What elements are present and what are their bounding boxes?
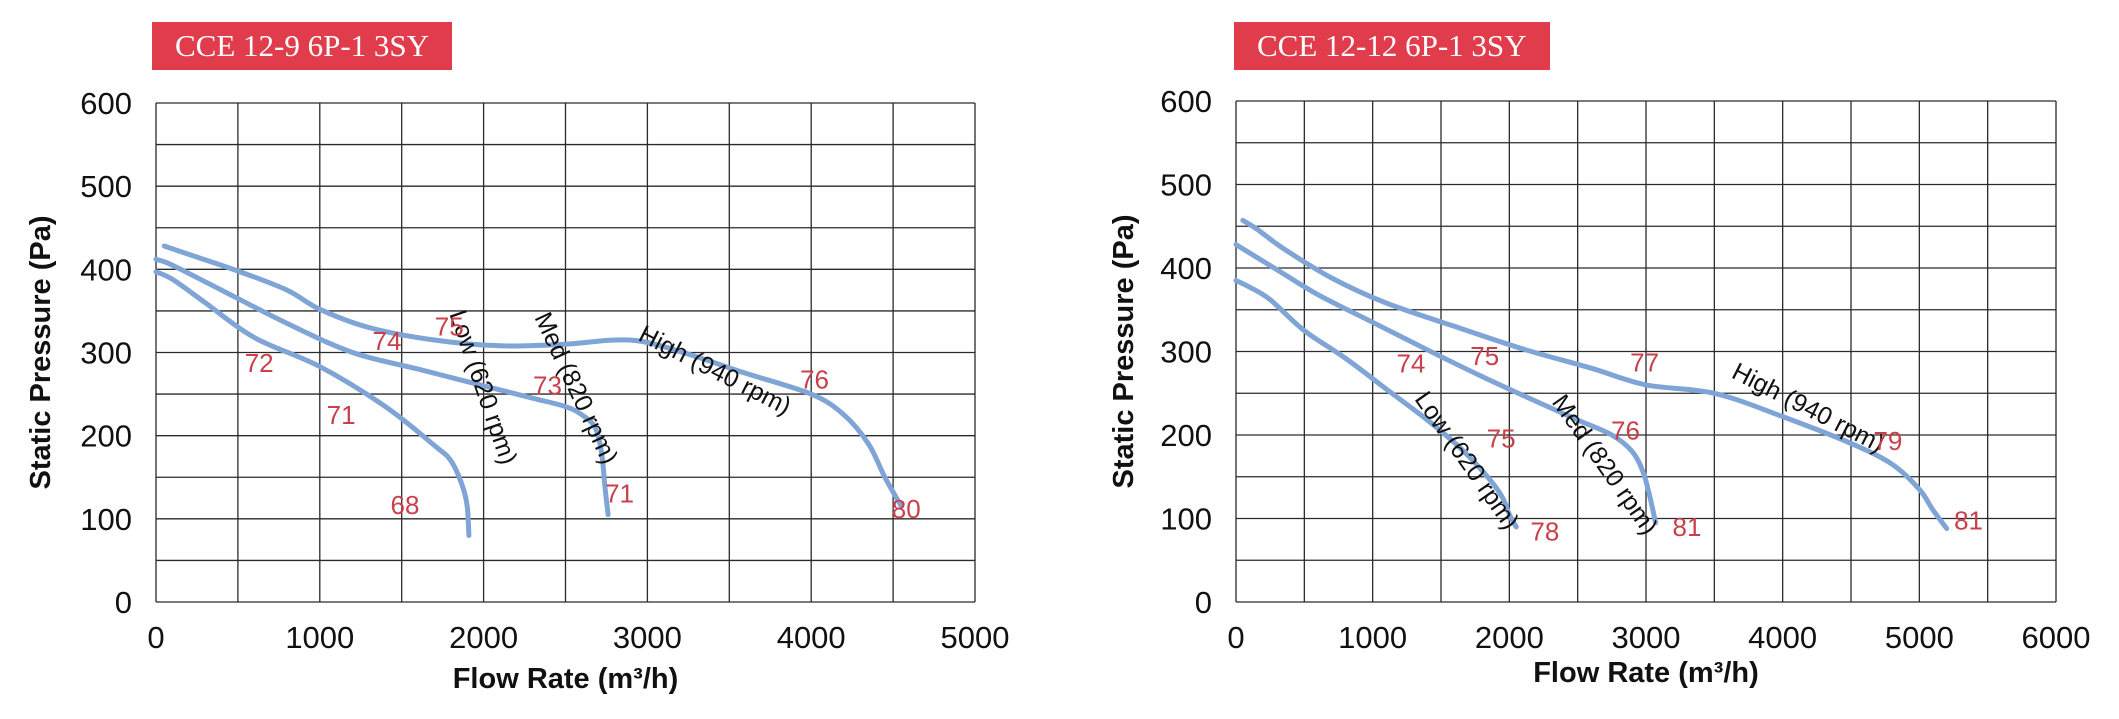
sound-level-label: 74 (372, 326, 401, 356)
sound-level-label: 76 (800, 364, 829, 394)
series-line-low (153, 269, 472, 538)
series-line-med (153, 256, 611, 518)
grid (1235, 100, 2057, 603)
x-tick-label: 0 (147, 620, 164, 655)
sound-level-label: 75 (1487, 424, 1516, 454)
y-tick-label: 200 (80, 419, 132, 454)
sound-level-label: 78 (1530, 516, 1559, 546)
y-tick-label: 400 (1160, 251, 1212, 286)
series-line-low (1233, 278, 1519, 530)
x-tick-label: 3000 (1612, 620, 1681, 655)
x-tick-label: 1000 (285, 620, 354, 655)
y-tick-label: 0 (115, 585, 132, 620)
series-line-high (161, 243, 904, 509)
y-tick-label: 200 (1160, 418, 1212, 453)
curve-label: High (940 rpm) (1728, 358, 1889, 459)
x-tick-label: 4000 (1748, 620, 1817, 655)
sound-level-label: 79 (1873, 426, 1902, 456)
y-tick-label: 300 (80, 336, 132, 371)
curve-label: High (940 rpm) (634, 320, 795, 421)
x-tick-label: 5000 (1885, 620, 1954, 655)
sound-level-label: 71 (327, 400, 356, 430)
sound-level-label: 77 (1630, 348, 1659, 378)
y-tick-label: 600 (1160, 84, 1212, 119)
y-tick-label: 300 (1160, 335, 1212, 370)
series-line-high (1240, 217, 1950, 531)
chart-title-badge: CCE 12-12 6P-1 3SY (1234, 22, 1550, 70)
chart-title-badge: CCE 12-9 6P-1 3SY (152, 22, 453, 70)
x-tick-label: 3000 (613, 620, 682, 655)
y-tick-label: 500 (80, 169, 132, 204)
x-tick-label: 4000 (777, 620, 846, 655)
y-tick-label: 0 (1195, 585, 1212, 620)
sound-level-label: 72 (245, 348, 274, 378)
sound-level-label: 81 (1954, 506, 1983, 536)
x-tick-label: 1000 (1338, 620, 1407, 655)
x-tick-label: 6000 (2022, 620, 2091, 655)
y-tick-label: 100 (80, 502, 132, 537)
sound-level-label: 73 (533, 370, 562, 400)
y-axis-label: Static Pressure (Pa) (1108, 214, 1140, 488)
grid (155, 102, 976, 603)
sound-level-label: 80 (892, 494, 921, 524)
sound-level-label: 71 (605, 478, 634, 508)
sound-level-label: 76 (1611, 415, 1640, 445)
series-line-med (1233, 242, 1659, 526)
y-tick-label: 100 (1160, 502, 1212, 537)
x-tick-label: 2000 (1475, 620, 1544, 655)
sound-level-label: 74 (1396, 349, 1425, 379)
x-axis-label: Flow Rate (m³/h) (1533, 657, 1759, 689)
x-tick-label: 2000 (449, 620, 518, 655)
y-tick-label: 600 (80, 86, 132, 121)
x-tick-label: 5000 (941, 620, 1010, 655)
sound-level-label: 81 (1673, 512, 1702, 542)
sound-level-label: 75 (435, 311, 464, 341)
curve-label: Low (620 rpm) (1409, 386, 1524, 534)
sound-level-label: 75 (1470, 341, 1499, 371)
y-axis-label: Static Pressure (Pa) (25, 215, 57, 489)
sound-level-label: 68 (391, 490, 420, 520)
x-axis-label: Flow Rate (m³/h) (453, 663, 679, 695)
y-tick-label: 400 (80, 252, 132, 287)
x-tick-label: 0 (1227, 620, 1244, 655)
chart-1: 0 100 200 300 400 500 600 0 1000 2000 3000 4000 5000… (25, 86, 1009, 695)
y-tick-label: 500 (1160, 168, 1212, 203)
